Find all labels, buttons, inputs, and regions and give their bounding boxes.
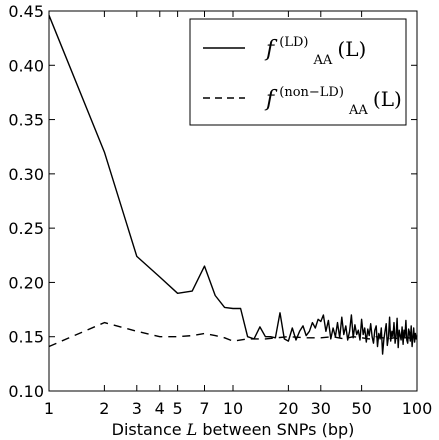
legend-label-ld-arg: (L) <box>337 37 366 61</box>
x-tick-label: 50 <box>351 399 371 418</box>
x-tick-label: 100 <box>402 399 433 418</box>
legend-label-ld-base: f <box>264 37 278 62</box>
x-tick-label: 30 <box>311 399 331 418</box>
x-tick-label: 10 <box>223 399 243 418</box>
x-tick-label: 20 <box>278 399 298 418</box>
legend-label-non-ld-base: f <box>264 87 278 112</box>
legend-box <box>189 18 407 126</box>
x-tick-label: 5 <box>173 399 183 418</box>
y-tick-label: 0.20 <box>8 273 44 292</box>
plot-frame <box>48 10 418 392</box>
y-tick-label: 0.40 <box>8 56 44 75</box>
legend-label-non-ld-arg: (L) <box>373 87 402 111</box>
legend-label-ld-sub: AA <box>313 53 333 68</box>
axis-ticks: 1 2 3 4 5 7 10 20 30 50 100 0.10 0.15 0.20 0.25 0.30 0.3… <box>8 2 432 418</box>
y-tick-label: 0.35 <box>8 111 44 130</box>
legend-label-ld-sup: (LD) <box>279 35 308 50</box>
series-line-solid <box>48 15 418 355</box>
series-lines <box>48 15 418 355</box>
y-tick-label: 0.30 <box>8 165 44 184</box>
x-tick-label: 4 <box>155 399 165 418</box>
x-axis-title-part-2: between SNPs (bp) <box>197 420 354 439</box>
y-tick-label: 0.10 <box>8 382 44 401</box>
y-tick-label: 0.25 <box>8 219 44 238</box>
legend-label-non-ld: f (non−LD) AA (L) <box>264 81 402 118</box>
legend-label-ld: f (LD) AA (L) <box>264 31 366 68</box>
x-axis-title-variable: L <box>186 420 198 439</box>
legend: f (LD) AA (L) f (non−LD) AA (L) <box>189 18 407 126</box>
x-tick-label: 3 <box>132 399 142 418</box>
series-line-dashed <box>48 321 418 348</box>
y-tick-label: 0.45 <box>8 2 44 21</box>
x-axis-title-part-1: Distance <box>112 420 187 439</box>
x-axis-title: Distance L between SNPs (bp) <box>112 420 355 439</box>
legend-label-non-ld-sub: AA <box>348 103 368 118</box>
legend-label-non-ld-sup: (non−LD) <box>279 85 344 100</box>
x-tick-label: 7 <box>199 399 209 418</box>
x-tick-label: 1 <box>44 399 54 418</box>
x-tick-label: 2 <box>99 399 109 418</box>
y-tick-label: 0.15 <box>8 328 44 347</box>
